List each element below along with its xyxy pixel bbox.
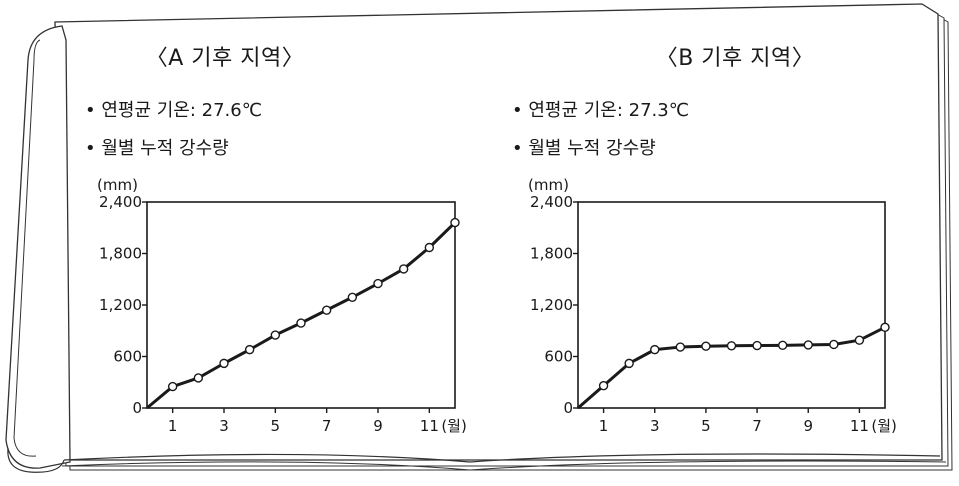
y-tick-label: 1,200 bbox=[530, 296, 573, 314]
series-line bbox=[146, 221, 457, 410]
data-point bbox=[803, 340, 813, 350]
panel-a: 〈A 기후 지역〉 • 연평균 기온: 27.6℃ • 월별 누적 강수량 0 6… bbox=[0, 0, 470, 486]
y-tick-label: 2,400 bbox=[99, 193, 142, 211]
x-tick-label: 11 bbox=[420, 417, 439, 435]
y-tick-label: 1,800 bbox=[530, 245, 573, 263]
y-tick-label: 600 bbox=[544, 348, 573, 366]
data-point bbox=[424, 242, 435, 253]
data-point bbox=[598, 380, 609, 391]
panel-a-precip-label: • 월별 누적 강수량 bbox=[85, 138, 229, 159]
data-point bbox=[296, 318, 306, 328]
data-point bbox=[752, 340, 762, 351]
y-axis-unit: (mm) bbox=[528, 176, 569, 194]
data-point bbox=[270, 330, 281, 340]
x-tick-label: 3 bbox=[219, 417, 229, 435]
data-point bbox=[450, 217, 460, 228]
data-point bbox=[880, 322, 890, 333]
panel-a-title: 〈A 기후 지역〉 bbox=[145, 46, 305, 71]
data-point bbox=[650, 344, 660, 355]
x-tick-label: 7 bbox=[752, 417, 762, 435]
x-tick-label: 11 bbox=[850, 417, 869, 435]
chart-b: 0 600 1,200 1,800 2,400(mm) 1 3 5 7 9 11 (월) bbox=[528, 176, 897, 435]
data-point bbox=[675, 342, 686, 352]
x-tick-label: 5 bbox=[271, 417, 281, 435]
data-point bbox=[244, 344, 255, 355]
data-point bbox=[373, 278, 383, 289]
data-point bbox=[701, 341, 711, 351]
data-point bbox=[167, 381, 178, 392]
x-axis-unit: (월) bbox=[441, 417, 467, 435]
data-point bbox=[321, 305, 332, 315]
series-line bbox=[577, 325, 886, 410]
panel-b: 〈B 기후 지역〉 • 연평균 기온: 27.3℃ • 월별 누적 강수량 0 6… bbox=[430, 0, 900, 486]
data-point bbox=[829, 339, 839, 350]
y-tick-label: 0 bbox=[563, 399, 573, 417]
data-point bbox=[347, 292, 358, 302]
data-point bbox=[193, 373, 204, 383]
data-point bbox=[726, 341, 737, 351]
data-point bbox=[398, 264, 409, 274]
panel-b-title: 〈B 기후 지역〉 bbox=[655, 46, 815, 71]
data-point bbox=[777, 340, 788, 351]
x-axis-unit: (월) bbox=[871, 417, 897, 435]
x-tick-label: 7 bbox=[322, 417, 332, 435]
y-axis-unit: (mm) bbox=[97, 176, 138, 194]
x-tick-label: 1 bbox=[168, 417, 178, 435]
chart-a: 0 600 1,200 1,800 2,400(mm) 1 3 5 7 9 11 (월) bbox=[97, 176, 467, 435]
plot-frame bbox=[146, 201, 456, 409]
data-point bbox=[624, 358, 634, 369]
y-tick-label: 1,800 bbox=[99, 245, 142, 263]
x-tick-label: 1 bbox=[599, 417, 609, 435]
y-tick-label: 2,400 bbox=[530, 193, 573, 211]
panel-a-temperature: • 연평균 기온: 27.6℃ bbox=[85, 100, 262, 121]
x-tick-label: 9 bbox=[373, 417, 383, 435]
x-tick-label: 9 bbox=[803, 417, 813, 435]
panel-b-precip-label: • 월별 누적 강수량 bbox=[512, 138, 656, 159]
data-point bbox=[219, 358, 229, 369]
y-tick-label: 1,200 bbox=[99, 296, 142, 314]
panel-b-temperature: • 연평균 기온: 27.3℃ bbox=[512, 100, 689, 121]
x-tick-label: 5 bbox=[701, 417, 711, 435]
data-point bbox=[854, 335, 865, 345]
y-tick-label: 0 bbox=[132, 399, 142, 417]
x-tick-label: 3 bbox=[650, 417, 660, 435]
plot-frame bbox=[577, 201, 886, 409]
y-tick-label: 600 bbox=[113, 348, 142, 366]
